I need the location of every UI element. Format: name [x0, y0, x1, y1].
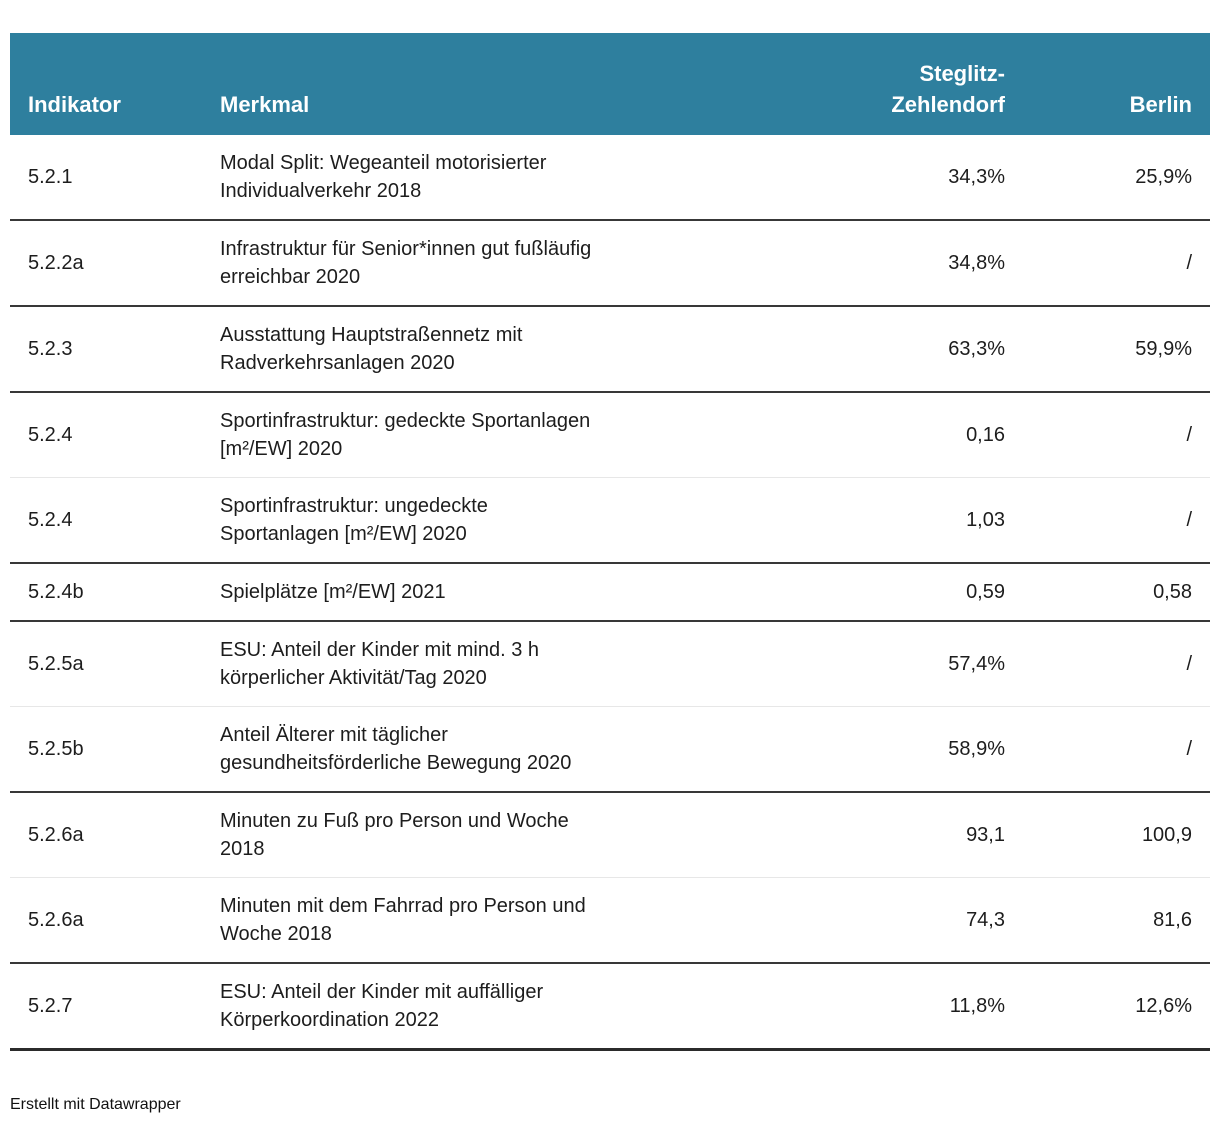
cell-steglitz-value: 0,59: [966, 581, 1005, 603]
cell-indikator: 5.2.4: [28, 424, 73, 446]
cell-indikator: 5.2.5b: [28, 738, 84, 760]
merkmal-line: ESU: Anteil der Kinder mit mind. 3 h: [220, 639, 540, 661]
column-header-steglitz-line2: Zehlendorf: [891, 92, 1005, 117]
merkmal-line: Sportinfrastruktur: gedeckte Sportanlage…: [220, 410, 591, 432]
cell-indikator: 5.2.6a: [28, 824, 84, 846]
cell-berlin-value: 12,6%: [1135, 995, 1192, 1017]
cell-berlin-value: /: [1186, 509, 1192, 531]
merkmal-line: Spielplätze [m²/EW] 2021: [220, 581, 446, 603]
cell-berlin-value: /: [1186, 424, 1192, 446]
merkmal-line: Anteil Älterer mit täglicher: [220, 724, 448, 746]
cell-steglitz-value: 11,8%: [949, 995, 1005, 1017]
table-row: 5.2.5a ESU: Anteil der Kinder mit mind. …: [10, 622, 1210, 707]
cell-steglitz-value: 0,16: [966, 424, 1005, 446]
cell-steglitz-value: 1,03: [966, 509, 1005, 531]
column-header-steglitz-line1: Steglitz-: [919, 61, 1005, 86]
cell-indikator: 5.2.4b: [28, 581, 84, 603]
table-row: 5.2.3 Ausstattung Hauptstraßennetz mit R…: [10, 307, 1210, 393]
merkmal-line: erreichbar 2020: [220, 266, 361, 288]
merkmal-line: Woche 2018: [220, 923, 332, 945]
cell-indikator: 5.2.4: [28, 509, 73, 531]
merkmal-line: Sportinfrastruktur: ungedeckte: [220, 495, 488, 517]
cell-berlin-value: /: [1186, 653, 1192, 675]
cell-berlin-value: 59,9%: [1135, 338, 1192, 360]
cell-indikator: 5.2.6a: [28, 909, 84, 931]
merkmal-line: Minuten mit dem Fahrrad pro Person und: [220, 895, 586, 917]
cell-berlin-value: 100,9: [1141, 824, 1192, 846]
merkmal-line: [m²/EW] 2020: [220, 438, 343, 460]
cell-steglitz-value: 58,9%: [948, 738, 1005, 760]
table-row: 5.2.2a Infrastruktur für Senior*innen gu…: [10, 221, 1210, 307]
cell-indikator: 5.2.2a: [28, 252, 84, 274]
merkmal-line: Sportanlagen [m²/EW] 2020: [220, 523, 467, 545]
cell-berlin-value: 0,58: [1153, 581, 1192, 603]
cell-steglitz-value: 57,4%: [948, 653, 1005, 675]
merkmal-line: ESU: Anteil der Kinder mit auffälliger: [220, 981, 544, 1003]
cell-merkmal: ESU: Anteil der Kinder mit mind. 3 h kör…: [220, 636, 755, 692]
cell-indikator: 5.2.1: [28, 166, 73, 188]
table-row: 5.2.1 Modal Split: Wegeanteil motorisier…: [10, 135, 1210, 221]
cell-steglitz-value: 34,3%: [948, 166, 1005, 188]
cell-merkmal: Infrastruktur für Senior*innen gut fußlä…: [220, 235, 755, 291]
table-row: 5.2.5b Anteil Älterer mit täglicher gesu…: [10, 707, 1210, 793]
cell-berlin-value: /: [1186, 738, 1192, 760]
cell-indikator: 5.2.7: [28, 995, 73, 1017]
merkmal-line: Körperkoordination 2022: [220, 1009, 440, 1031]
cell-merkmal: Ausstattung Hauptstraßennetz mit Radverk…: [220, 321, 755, 377]
table-row: 5.2.4 Sportinfrastruktur: ungedeckte Spo…: [10, 478, 1210, 564]
table-header-row: Indikator Merkmal Steglitz- Zehlendorf B…: [10, 33, 1210, 135]
cell-berlin-value: /: [1186, 252, 1192, 274]
cell-merkmal: Sportinfrastruktur: gedeckte Sportanlage…: [220, 407, 755, 463]
cell-berlin-value: 25,9%: [1135, 166, 1192, 188]
cell-berlin-value: 81,6: [1153, 909, 1192, 931]
merkmal-line: Minuten zu Fuß pro Person und Woche: [220, 810, 569, 832]
merkmal-line: Modal Split: Wegeanteil motorisierter: [220, 152, 547, 174]
indicator-table: Indikator Merkmal Steglitz- Zehlendorf B…: [10, 33, 1210, 1051]
merkmal-line: Individualverkehr 2018: [220, 180, 422, 202]
cell-merkmal: Modal Split: Wegeanteil motorisierter In…: [220, 149, 755, 205]
merkmal-line: 2018: [220, 838, 265, 860]
cell-steglitz-value: 63,3%: [948, 338, 1005, 360]
cell-steglitz-value: 93,1: [966, 824, 1005, 846]
table-row: 5.2.4 Sportinfrastruktur: gedeckte Sport…: [10, 393, 1210, 478]
cell-indikator: 5.2.5a: [28, 653, 84, 675]
merkmal-line: Infrastruktur für Senior*innen gut fußlä…: [220, 238, 592, 260]
datawrapper-attribution-link[interactable]: Erstellt mit Datawrapper: [10, 1096, 181, 1113]
cell-merkmal: Spielplätze [m²/EW] 2021: [220, 578, 755, 606]
cell-merkmal: Sportinfrastruktur: ungedeckte Sportanla…: [220, 492, 755, 548]
column-header-berlin: Berlin: [1129, 92, 1192, 117]
column-header-indikator: Indikator: [28, 92, 121, 117]
merkmal-line: gesundheitsförderliche Bewegung 2020: [220, 752, 572, 774]
column-header-steglitz-zehlendorf: Steglitz- Zehlendorf: [755, 58, 1005, 120]
merkmal-line: Radverkehrsanlagen 2020: [220, 352, 455, 374]
table-row: 5.2.6a Minuten zu Fuß pro Person und Woc…: [10, 793, 1210, 878]
cell-merkmal: Anteil Älterer mit täglicher gesundheits…: [220, 721, 755, 777]
cell-indikator: 5.2.3: [28, 338, 73, 360]
cell-steglitz-value: 74,3: [966, 909, 1005, 931]
table-row: 5.2.4b Spielplätze [m²/EW] 2021 0,59 0,5…: [10, 564, 1210, 622]
merkmal-line: körperlicher Aktivität/Tag 2020: [220, 667, 487, 689]
cell-steglitz-value: 34,8%: [948, 252, 1005, 274]
table-row: 5.2.7 ESU: Anteil der Kinder mit auffäll…: [10, 964, 1210, 1048]
table-row: 5.2.6a Minuten mit dem Fahrrad pro Perso…: [10, 878, 1210, 964]
column-header-merkmal: Merkmal: [220, 92, 310, 117]
cell-merkmal: Minuten mit dem Fahrrad pro Person und W…: [220, 892, 755, 948]
merkmal-line: Ausstattung Hauptstraßennetz mit: [220, 324, 523, 346]
cell-merkmal: Minuten zu Fuß pro Person und Woche 2018: [220, 807, 755, 863]
cell-merkmal: ESU: Anteil der Kinder mit auffälliger K…: [220, 978, 755, 1034]
